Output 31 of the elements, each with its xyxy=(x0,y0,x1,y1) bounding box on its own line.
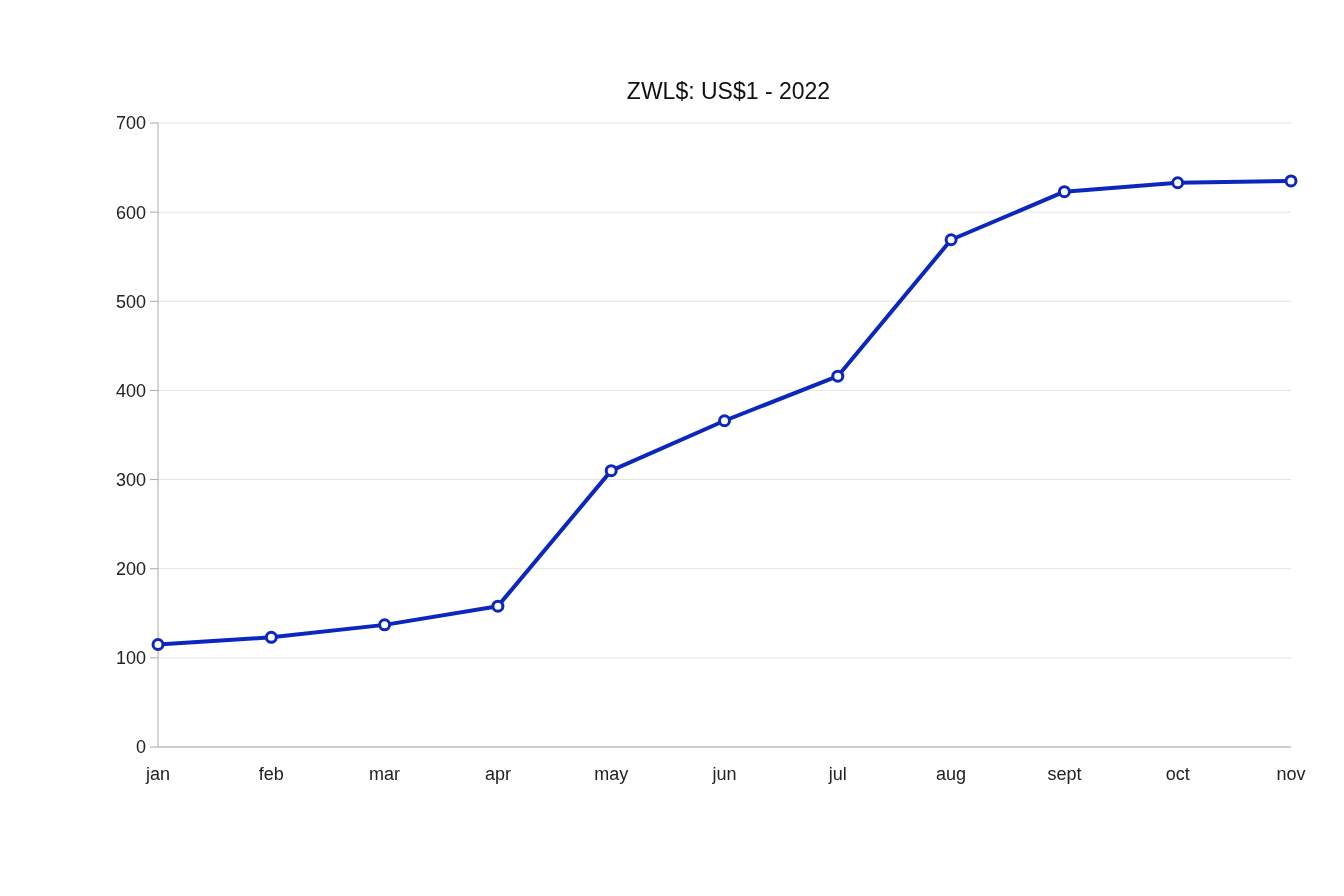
point xyxy=(378,618,392,632)
x-tick-label: jun xyxy=(711,763,737,784)
x-tick-label: nov xyxy=(1276,763,1306,784)
x-tick-label: may xyxy=(594,763,629,784)
x-tick-label: mar xyxy=(369,763,401,784)
y-tick-label: 100 xyxy=(115,648,146,669)
x-tick-label: sept xyxy=(1047,763,1082,784)
y-tick-label: 700 xyxy=(115,113,146,134)
point xyxy=(604,464,618,478)
y-tick-label: 400 xyxy=(115,380,146,401)
chart-title: ZWL$: US$1 - 2022 xyxy=(625,78,832,105)
x-tick-label: jul xyxy=(827,763,847,784)
x-tick-label: aug xyxy=(936,763,967,784)
point xyxy=(1171,176,1185,190)
y-tick-label: 300 xyxy=(115,469,146,490)
point xyxy=(151,637,165,651)
point xyxy=(491,599,505,613)
point xyxy=(1057,185,1071,199)
point xyxy=(944,233,958,247)
x-tick-label: jan xyxy=(144,763,171,784)
x-tick-label: feb xyxy=(258,763,284,784)
x-tick-label: apr xyxy=(484,763,511,784)
point xyxy=(1284,174,1298,188)
point xyxy=(718,414,731,428)
point xyxy=(831,369,845,383)
y-tick-label: 200 xyxy=(115,559,146,580)
y-tick-label: 500 xyxy=(115,291,146,312)
point xyxy=(264,630,278,644)
y-tick-label: 0 xyxy=(135,737,146,758)
x-tick-label: oct xyxy=(1165,763,1190,784)
y-tick-label: 600 xyxy=(115,202,146,223)
